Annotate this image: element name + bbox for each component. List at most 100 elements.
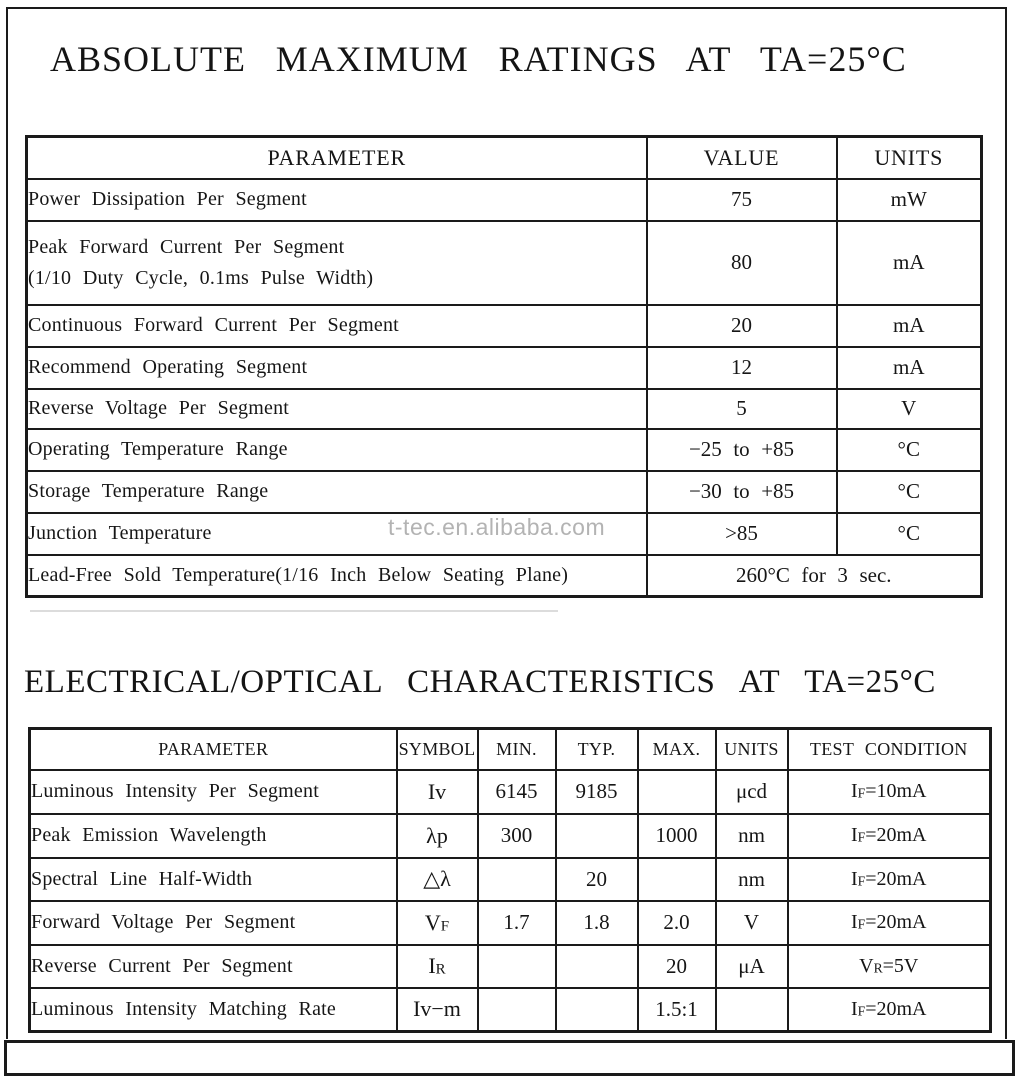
param-line-1: Peak Forward Current Per Segment (28, 235, 345, 258)
param-cell: Spectral Line Half-Width (28, 856, 398, 902)
col-header-typ: TYP. (554, 727, 639, 771)
table-row: Peak Emission Wavelength λp 300 1000 nm … (28, 812, 992, 859)
typ-cell (554, 943, 639, 989)
col-header-parameter: PARAMETER (25, 135, 648, 180)
test-condition-cell: IF=20mA (786, 986, 992, 1033)
table-row: Storage Temperature Range −30 to +85 °C (25, 469, 983, 514)
absolute-maximum-ratings-table: PARAMETER VALUE UNITS Power Dissipation … (25, 135, 983, 598)
units-cell: V (714, 899, 789, 946)
units-cell: mA (835, 345, 983, 390)
units-cell (714, 986, 789, 1033)
min-cell (476, 856, 557, 902)
table-row: Operating Temperature Range −25 to +85 °… (25, 427, 983, 472)
table-header-row: PARAMETER VALUE UNITS (25, 135, 983, 180)
value-cell: 5 (645, 387, 838, 430)
units-cell: μA (714, 943, 789, 989)
table-row: Lead-Free Sold Temperature(1/16 Inch Bel… (25, 553, 983, 598)
param-cell: Reverse Voltage Per Segment (25, 387, 648, 430)
units-cell: nm (714, 812, 789, 859)
param-cell: Storage Temperature Range (25, 469, 648, 514)
table-row: Reverse Voltage Per Segment 5 V (25, 387, 983, 430)
param-cell: Luminous Intensity Per Segment (28, 768, 398, 815)
typ-cell: 9185 (554, 768, 639, 815)
min-cell: 300 (476, 812, 557, 859)
table-row: Spectral Line Half-Width △λ 20 nm IF=20m… (28, 856, 992, 902)
value-cell: >85 (645, 511, 838, 556)
symbol-cell: △λ (395, 856, 479, 902)
param-cell: Peak Forward Current Per Segment (1/10 D… (25, 219, 648, 306)
watermark-text: t-tec.en.alibaba.com (388, 514, 606, 540)
param-cell: Junction Temperature (25, 511, 648, 556)
units-cell: mA (835, 219, 983, 306)
table-row: Luminous Intensity Per Segment Iv 6145 9… (28, 768, 992, 815)
min-cell: 6145 (476, 768, 557, 815)
symbol-cell: Iv (395, 768, 479, 815)
param-line-2: (1/10 Duty Cycle, 0.1ms Pulse Width) (28, 266, 374, 289)
param-cell: Peak Emission Wavelength (28, 812, 398, 859)
units-cell: °C (835, 469, 983, 514)
units-cell: °C (835, 511, 983, 556)
max-cell (636, 856, 717, 902)
test-condition-cell: IF=20mA (786, 899, 992, 946)
typ-cell (554, 986, 639, 1033)
electrical-optical-characteristics-table: PARAMETER SYMBOL MIN. TYP. MAX. UNITS TE… (28, 727, 992, 1033)
max-cell (636, 768, 717, 815)
value-cell: 80 (645, 219, 838, 306)
units-cell: nm (714, 856, 789, 902)
value-cell: 75 (645, 177, 838, 222)
param-cell: Continuous Forward Current Per Segment (25, 303, 648, 348)
units-cell: μcd (714, 768, 789, 815)
table-row: Forward Voltage Per Segment VF 1.7 1.8 2… (28, 899, 992, 946)
typ-cell: 1.8 (554, 899, 639, 946)
typ-cell (554, 812, 639, 859)
col-header-value: VALUE (645, 135, 838, 180)
max-cell: 2.0 (636, 899, 717, 946)
col-header-min: MIN. (476, 727, 557, 771)
col-header-test-condition: TEST CONDITION (786, 727, 992, 771)
scan-artifact-line (30, 610, 558, 612)
col-header-parameter: PARAMETER (28, 727, 398, 771)
param-cell: Power Dissipation Per Segment (25, 177, 648, 222)
units-cell: °C (835, 427, 983, 472)
section-title-electrical-optical-characteristics: ELECTRICAL/OPTICAL CHARACTERISTICS AT TA… (24, 664, 936, 700)
symbol-cell: λp (395, 812, 479, 859)
col-header-max: MAX. (636, 727, 717, 771)
section-title-absolute-maximum-ratings: ABSOLUTE MAXIMUM RATINGS AT TA=25°C (50, 39, 907, 79)
table-row: Continuous Forward Current Per Segment 2… (25, 303, 983, 348)
value-cell: 20 (645, 303, 838, 348)
symbol-cell: Iv−m (395, 986, 479, 1033)
units-cell: V (835, 387, 983, 430)
min-cell: 1.7 (476, 899, 557, 946)
table-row: Luminous Intensity Matching Rate Iv−m 1.… (28, 986, 992, 1033)
col-header-units: UNITS (714, 727, 789, 771)
test-condition-cell: IF=10mA (786, 768, 992, 815)
table-header-row: PARAMETER SYMBOL MIN. TYP. MAX. UNITS TE… (28, 727, 992, 771)
param-cell: Luminous Intensity Matching Rate (28, 986, 398, 1033)
table-row: Recommend Operating Segment 12 mA (25, 345, 983, 390)
test-condition-cell: IF=20mA (786, 812, 992, 859)
value-span-cell: 260°C for 3 sec. (645, 553, 983, 598)
value-cell: 12 (645, 345, 838, 390)
symbol-cell: VF (395, 899, 479, 946)
min-cell (476, 943, 557, 989)
max-cell: 1000 (636, 812, 717, 859)
max-cell: 1.5:1 (636, 986, 717, 1033)
page-border-frame (6, 7, 1007, 1039)
next-section-frame (4, 1040, 1015, 1076)
param-cell: Forward Voltage Per Segment (28, 899, 398, 946)
param-cell: Lead-Free Sold Temperature(1/16 Inch Bel… (25, 553, 648, 598)
param-cell: Recommend Operating Segment (25, 345, 648, 390)
param-cell: Reverse Current Per Segment (28, 943, 398, 989)
col-header-symbol: SYMBOL (395, 727, 479, 771)
test-condition-cell: IF=20mA (786, 856, 992, 902)
symbol-cell: IR (395, 943, 479, 989)
table-row: Power Dissipation Per Segment 75 mW (25, 177, 983, 222)
max-cell: 20 (636, 943, 717, 989)
min-cell (476, 986, 557, 1033)
col-header-units: UNITS (835, 135, 983, 180)
table-row: Peak Forward Current Per Segment (1/10 D… (25, 219, 983, 306)
units-cell: mA (835, 303, 983, 348)
typ-cell: 20 (554, 856, 639, 902)
table-row: Reverse Current Per Segment IR 20 μA VR=… (28, 943, 992, 989)
units-cell: mW (835, 177, 983, 222)
